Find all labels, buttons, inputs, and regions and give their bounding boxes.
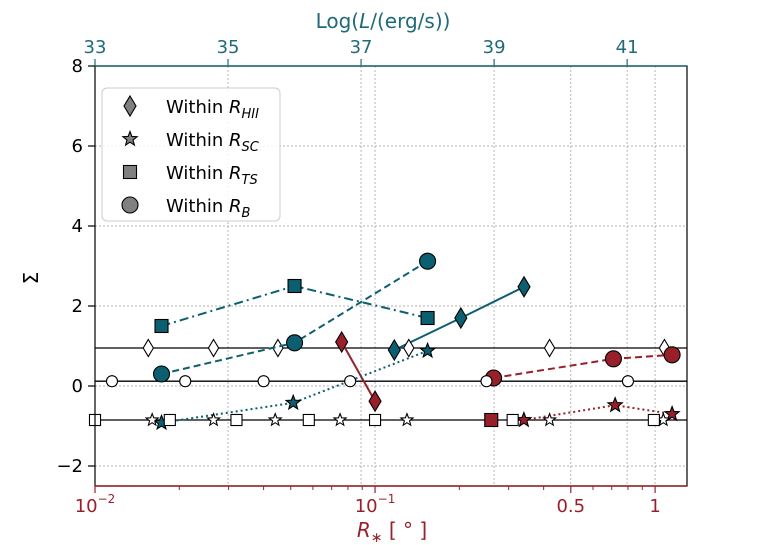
top-tick-label: 33 bbox=[84, 37, 107, 58]
circle-marker bbox=[621, 375, 635, 388]
star-marker bbox=[418, 341, 437, 359]
series-group bbox=[152, 252, 437, 383]
circle-marker bbox=[179, 375, 192, 388]
series-group bbox=[515, 396, 681, 428]
circle-marker bbox=[257, 375, 270, 388]
series-layer bbox=[88, 252, 681, 431]
y-axis-label: Σ bbox=[19, 272, 43, 285]
circle-marker bbox=[419, 252, 437, 270]
x-axis-label: R∗ [ ° ] bbox=[357, 518, 427, 545]
series-group bbox=[484, 412, 499, 428]
legend-label: Within RTS bbox=[166, 163, 258, 188]
diamond-marker bbox=[387, 338, 401, 362]
y-tick-label: 0 bbox=[72, 376, 83, 397]
square-marker bbox=[420, 310, 435, 326]
legend-label: Within RB bbox=[166, 196, 251, 221]
star-marker bbox=[663, 404, 681, 422]
top-tick-label: 39 bbox=[483, 37, 506, 58]
series-group bbox=[144, 412, 671, 427]
circle-marker bbox=[152, 365, 171, 383]
square-marker bbox=[506, 413, 519, 427]
square-marker bbox=[122, 164, 138, 180]
star-marker bbox=[206, 412, 222, 427]
star-marker bbox=[144, 412, 160, 427]
square-marker bbox=[302, 413, 315, 427]
star-marker bbox=[267, 412, 283, 427]
star-marker bbox=[332, 412, 348, 427]
circle-marker bbox=[344, 375, 357, 388]
series-group bbox=[335, 330, 382, 413]
y-tick-label: 6 bbox=[72, 136, 83, 157]
diamond-marker bbox=[142, 338, 155, 358]
y-tick-label: −2 bbox=[56, 456, 83, 477]
series-group bbox=[154, 278, 435, 334]
series-line bbox=[340, 341, 376, 402]
diamond-marker bbox=[543, 338, 556, 358]
legend-box bbox=[101, 87, 281, 222]
x-tick-label: 10−2 bbox=[75, 492, 116, 517]
series-line bbox=[161, 349, 428, 424]
series-line bbox=[493, 353, 673, 379]
series-group bbox=[485, 346, 681, 387]
y-tick-label: 4 bbox=[72, 216, 83, 237]
diamond-marker bbox=[454, 306, 468, 330]
circle-marker bbox=[480, 375, 493, 388]
top-tick-label: 37 bbox=[350, 37, 373, 58]
diamond-marker bbox=[403, 338, 415, 358]
circle-marker bbox=[286, 334, 304, 352]
square-marker bbox=[484, 412, 499, 428]
series-group bbox=[387, 275, 531, 362]
star-marker bbox=[606, 396, 624, 413]
circle-marker bbox=[121, 196, 139, 214]
series-line bbox=[161, 260, 429, 375]
axes: 10−2 10−1 0.5 1 33 35 37 39 41 −2 0 2 4 6 8 bbox=[56, 37, 660, 517]
diamond-marker bbox=[207, 338, 220, 358]
y-tick-label: 2 bbox=[72, 296, 83, 317]
y-tick-label: 8 bbox=[72, 56, 83, 77]
square-marker bbox=[163, 413, 176, 427]
diamond-marker bbox=[368, 390, 382, 413]
square-marker bbox=[647, 413, 660, 427]
series-line bbox=[523, 404, 673, 421]
star-marker bbox=[515, 410, 533, 428]
circle-marker bbox=[663, 346, 681, 364]
square-marker bbox=[287, 278, 302, 294]
square-marker bbox=[154, 318, 169, 334]
legend-label: Within RHII bbox=[166, 97, 259, 122]
star-marker bbox=[284, 393, 302, 411]
square-marker bbox=[368, 413, 382, 427]
circle-marker bbox=[105, 375, 119, 388]
top-axis-label: Log(L/(erg/s)) bbox=[316, 9, 451, 33]
x-tick-label: 10−1 bbox=[355, 492, 396, 517]
star-marker bbox=[399, 412, 415, 427]
circle-marker bbox=[604, 350, 622, 368]
legend-label: Within RSC bbox=[166, 130, 260, 155]
diamond-marker bbox=[517, 275, 531, 298]
x-tick-label: 0.5 bbox=[556, 496, 585, 517]
series-group bbox=[105, 375, 635, 388]
legend: Within RHII Within RSC Within RTS Within RB bbox=[101, 87, 281, 222]
diamond-marker bbox=[335, 330, 349, 354]
top-tick-label: 41 bbox=[616, 37, 639, 58]
star-marker bbox=[542, 412, 558, 427]
diamond-marker bbox=[123, 94, 137, 118]
star-marker bbox=[121, 129, 139, 147]
square-marker bbox=[230, 413, 243, 427]
x-tick-label: 1 bbox=[649, 496, 660, 517]
top-tick-label: 35 bbox=[217, 37, 240, 58]
